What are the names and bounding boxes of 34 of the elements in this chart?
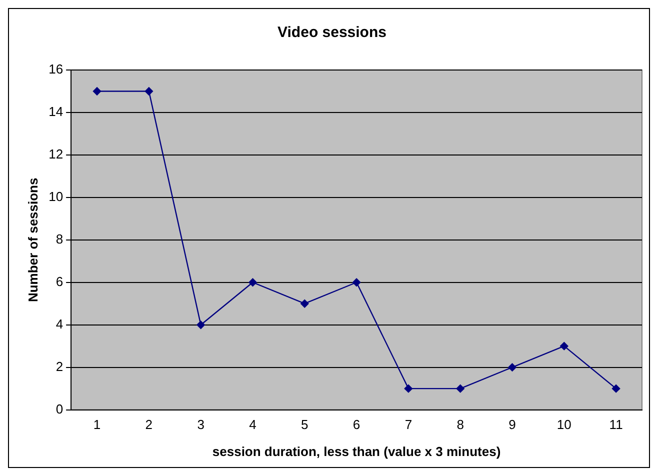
- point: [404, 384, 413, 393]
- x-tick-label: 3: [197, 417, 204, 432]
- y-tick-label: 8: [56, 231, 64, 246]
- x-tick-label: 8: [456, 417, 464, 432]
- x-tick-label: 1: [93, 417, 101, 432]
- y-tick-label: 16: [48, 62, 64, 77]
- point: [456, 384, 464, 393]
- y-tick-label: 2: [56, 358, 64, 374]
- point: [196, 320, 205, 329]
- y-tick-label: 0: [56, 401, 64, 416]
- chart-title: Video sessions: [278, 24, 386, 42]
- y-tick-label: 14: [48, 104, 64, 120]
- point: [508, 363, 516, 372]
- x-tick-label: 10: [556, 417, 572, 432]
- x-tick-label: 11: [609, 417, 623, 432]
- point: [560, 342, 568, 350]
- x-axis-title: session duration, less than (value x 3 minutes): [212, 444, 501, 459]
- y-tick-label: 6: [56, 274, 64, 289]
- x-tick-label: 7: [404, 417, 412, 432]
- y-tick-label: 4: [56, 316, 64, 332]
- point: [352, 278, 361, 286]
- y-tick-label: 12: [48, 146, 64, 162]
- x-tick-label: 9: [508, 417, 516, 432]
- x-tick-label: 2: [145, 417, 153, 432]
- y-axis-title: Number of sessions: [25, 178, 40, 302]
- y-tick-label: 10: [48, 189, 64, 204]
- x-tick-label: 5: [301, 417, 308, 432]
- x-tick-label: 6: [352, 417, 360, 432]
- point: [300, 300, 309, 308]
- point: [612, 384, 620, 393]
- point: [92, 87, 102, 96]
- point: [248, 278, 257, 286]
- x-tick-label: 4: [249, 417, 256, 432]
- point: [144, 87, 154, 96]
